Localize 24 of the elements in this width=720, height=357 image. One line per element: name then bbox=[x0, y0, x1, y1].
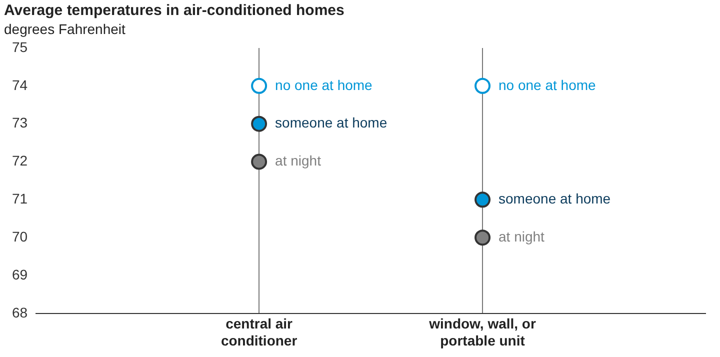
point bbox=[474, 78, 491, 94]
chart-subtitle: degrees Fahrenheit bbox=[4, 21, 126, 37]
x-tick-label: window, wall, or portable unit bbox=[428, 316, 536, 348]
y-tick-label: 70 bbox=[12, 228, 28, 244]
point bbox=[474, 230, 491, 246]
point bbox=[251, 154, 268, 170]
series-label: at night bbox=[498, 228, 545, 244]
x-tick-label: central air conditioner bbox=[220, 316, 298, 348]
y-tick-label: 74 bbox=[12, 76, 28, 93]
text: at night bbox=[275, 152, 321, 169]
text: someone at home bbox=[498, 190, 611, 207]
point bbox=[251, 78, 268, 94]
y-tick-label: 68 bbox=[12, 304, 28, 320]
y-tick-label: 75 bbox=[12, 38, 28, 55]
y-tick-label: 71 bbox=[12, 190, 28, 207]
chart-title: Average temperatures in air-conditioned homes bbox=[4, 2, 344, 19]
y-tick-label: 69 bbox=[12, 266, 28, 282]
y-tick-label: 73 bbox=[12, 114, 28, 131]
series-label: someone at home bbox=[275, 114, 388, 131]
series-label: no one at home bbox=[498, 76, 596, 93]
text: no one at home bbox=[275, 76, 372, 93]
y-tick-label: 72 bbox=[12, 152, 28, 169]
point bbox=[474, 192, 491, 208]
point bbox=[251, 116, 268, 132]
